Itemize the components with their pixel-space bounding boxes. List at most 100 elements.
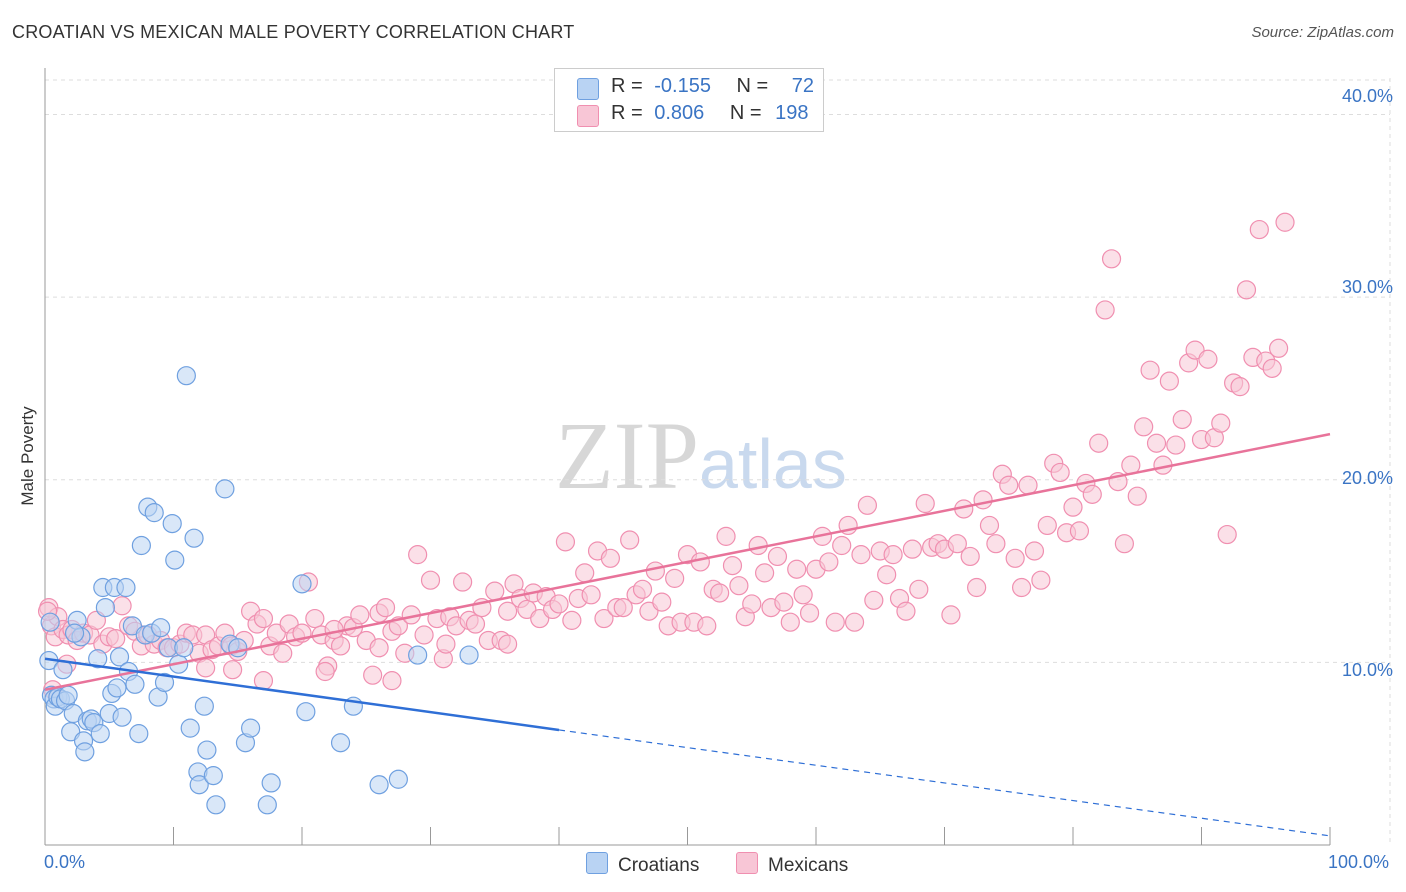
mexicans-point — [498, 601, 518, 621]
mexicans-point — [420, 570, 441, 590]
mexicans-point — [1211, 413, 1231, 433]
legend-mexicans-n-value: 198 — [775, 102, 809, 124]
mexicans-point — [1249, 219, 1269, 240]
mexicans-point — [1024, 541, 1045, 561]
croatians-point — [189, 775, 209, 795]
mexicans-point — [787, 559, 807, 579]
source-label: Source: ZipAtlas.com — [1251, 24, 1394, 41]
croatians-point — [194, 696, 214, 716]
mexicans-point — [799, 603, 820, 623]
mexicans-point — [1262, 358, 1282, 378]
mexicans-point — [986, 534, 1006, 554]
mexicans-point — [960, 546, 980, 567]
mexicans-points — [37, 212, 1295, 700]
mexicans-point — [690, 552, 710, 572]
y-axis-label: Male Poverty — [18, 406, 37, 506]
legend-croatians-n-value: 72 — [791, 75, 815, 97]
mexicans-point — [864, 590, 884, 610]
x-tick-label-min: 0.0% — [44, 852, 86, 872]
mexicans-point — [1236, 280, 1257, 300]
mexicans-point — [973, 490, 993, 510]
croatians-point — [90, 724, 110, 744]
croatians-point — [292, 574, 312, 594]
mexicans-point — [330, 636, 351, 656]
mexicans-point — [1134, 417, 1154, 437]
mexicans-point — [1101, 249, 1122, 269]
mexicans-trend-line — [44, 432, 1331, 691]
legend-mexicans-text: R = 0.806 N = 198 — [611, 102, 809, 125]
mexicans-point — [363, 665, 383, 685]
mexicans-point — [967, 577, 987, 598]
croatians-points — [39, 366, 479, 815]
mexicans-point — [710, 583, 730, 603]
mexicans-point — [408, 545, 428, 565]
mexicans-point — [665, 568, 685, 588]
bottom-legend-mexicans: Mexicans — [736, 852, 848, 877]
croatians-point — [64, 623, 85, 643]
mexicans-point — [999, 475, 1019, 495]
mexicans-point — [909, 579, 929, 599]
legend-croatians-text: R = -0.155 N = 72 — [611, 75, 814, 98]
mexicans-point — [780, 612, 800, 632]
mexicans-point — [375, 597, 396, 618]
y-tick-label-20: 20.0% — [1341, 468, 1393, 488]
croatians-swatch — [577, 78, 599, 100]
mexicans-point — [575, 563, 595, 583]
croatians-point — [261, 773, 281, 793]
croatians-point — [129, 724, 149, 744]
mexicans-point — [485, 581, 505, 601]
croatians-point — [144, 503, 164, 523]
mexicans-point — [1127, 486, 1147, 506]
mexicans-point — [414, 625, 434, 645]
legend-mexicans-n-label: N = — [729, 102, 762, 124]
mexicans-point — [315, 661, 335, 682]
croatians-point — [241, 718, 261, 738]
mexicans-point — [941, 605, 961, 625]
croatians-point — [75, 742, 95, 762]
mexicans-point — [562, 610, 582, 630]
mexicans-point — [453, 572, 473, 592]
chart-title: CROATIAN VS MEXICAN MALE POVERTY CORRELA… — [12, 22, 575, 42]
mexicans-point — [857, 495, 878, 515]
croatians-point — [408, 645, 428, 665]
mexicans-point — [716, 526, 736, 546]
mexicans-point — [1018, 475, 1038, 495]
bottom-legend-croatians-label: Croatians — [618, 855, 700, 876]
legend-croatians-r-label: R = — [611, 75, 643, 97]
mexicans-point — [305, 608, 325, 629]
mexicans-point — [825, 612, 845, 632]
mexicans-point — [112, 596, 132, 616]
mexicans-point — [1230, 377, 1250, 397]
croatians-point — [40, 612, 60, 632]
croatians-point — [174, 638, 194, 658]
croatians-point — [197, 740, 217, 760]
trend-lines — [44, 432, 1331, 837]
mexicans-point — [1069, 521, 1090, 541]
croatians-point — [459, 645, 479, 665]
croatians-trend-line — [44, 657, 560, 732]
mexicans-point — [106, 629, 126, 649]
mexicans-point — [1050, 462, 1070, 483]
mexicans-point — [1095, 300, 1115, 320]
mexicans-point — [645, 561, 665, 581]
mexicans-point — [1089, 433, 1109, 453]
croatians-point — [257, 795, 277, 815]
mexicans-point — [902, 539, 922, 559]
croatians-point — [388, 769, 408, 789]
y-tick-label-30: 30.0% — [1341, 277, 1393, 297]
mexicans-point — [1140, 360, 1160, 380]
mexicans-point — [581, 585, 601, 605]
mexicans-point — [832, 535, 852, 556]
mexicans-point — [722, 555, 743, 576]
y-tick-label-40: 40.0% — [1341, 86, 1393, 106]
croatians-point — [162, 513, 182, 534]
croatians-point — [116, 577, 136, 598]
mexicans-point — [549, 594, 569, 614]
croatians-point — [203, 766, 223, 786]
mexicans-point — [1172, 409, 1192, 430]
mexicans-point — [498, 634, 518, 654]
watermark-zip: ZIP — [555, 402, 699, 509]
mexicans-point — [1268, 338, 1289, 358]
mexicans-point — [819, 552, 839, 572]
mexicans-point — [632, 579, 653, 599]
